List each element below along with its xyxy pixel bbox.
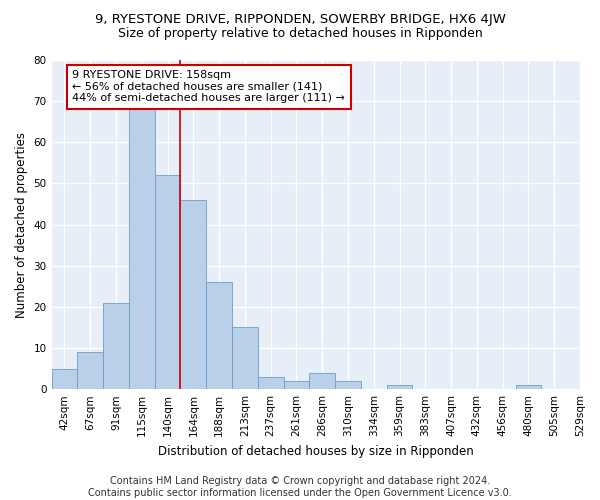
Bar [310,372,335,389]
Y-axis label: Number of detached properties: Number of detached properties [15,132,28,318]
Text: Size of property relative to detached houses in Ripponden: Size of property relative to detached ho… [118,28,482,40]
Bar [181,200,206,389]
Bar [129,110,155,389]
Bar [232,328,258,389]
Bar [77,352,103,389]
Bar [386,385,412,389]
Bar [206,282,232,389]
X-axis label: Distribution of detached houses by size in Ripponden: Distribution of detached houses by size … [158,444,473,458]
Bar [155,175,181,389]
Bar [284,381,310,389]
Bar [515,385,541,389]
Text: 9 RYESTONE DRIVE: 158sqm
← 56% of detached houses are smaller (141)
44% of semi-: 9 RYESTONE DRIVE: 158sqm ← 56% of detach… [72,70,345,104]
Text: 9, RYESTONE DRIVE, RIPPONDEN, SOWERBY BRIDGE, HX6 4JW: 9, RYESTONE DRIVE, RIPPONDEN, SOWERBY BR… [95,12,505,26]
Bar [335,381,361,389]
Bar [103,303,129,389]
Text: Contains HM Land Registry data © Crown copyright and database right 2024.
Contai: Contains HM Land Registry data © Crown c… [88,476,512,498]
Bar [52,368,77,389]
Bar [258,377,284,389]
